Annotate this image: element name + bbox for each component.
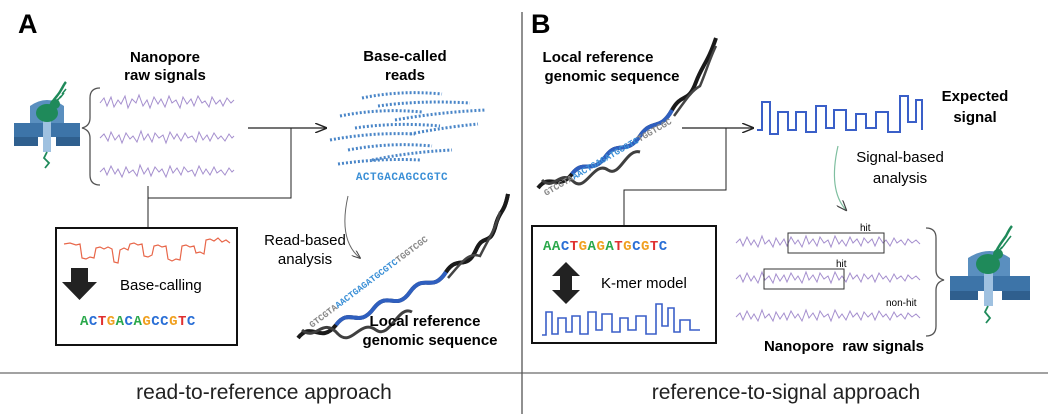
- ref-label-a-line1: Local reference: [370, 313, 481, 330]
- called-sequence-base: A: [116, 314, 125, 330]
- called-sequence-base: C: [125, 314, 134, 330]
- kmer-sequence-base: T: [650, 239, 659, 255]
- kmer-sequence-base: C: [632, 239, 641, 255]
- nonhit-label: non-hit: [886, 298, 917, 309]
- connector-to-basecalling: [147, 128, 292, 199]
- hit-label-1: hit: [860, 223, 871, 234]
- raw-signals-label-b: Nanopore raw signals: [764, 338, 924, 355]
- read-sequence: ACTGACAGCCGTC: [356, 172, 448, 184]
- ref-label-b-line2: genomic sequence: [544, 68, 679, 85]
- down-arrow-icon: [62, 268, 97, 300]
- ref-label-a-line2: genomic sequence: [362, 332, 497, 349]
- expected-label-line1: Expected: [942, 88, 1009, 105]
- called-sequence-base: T: [98, 314, 107, 330]
- called-sequence-base: C: [151, 314, 160, 330]
- raw-signal-b-trace-3: [735, 308, 921, 323]
- kmer-sequence-base: C: [659, 239, 668, 255]
- called-sequence-base: C: [89, 314, 98, 330]
- analysis-arrow-a: [344, 195, 360, 258]
- analysis-label-b-line2: analysis: [873, 170, 927, 187]
- called-sequence-base: G: [107, 314, 116, 330]
- kmer-sequence-base: T: [570, 239, 579, 255]
- caption-a: read-to-reference approach: [136, 381, 392, 404]
- called-sequence-base: A: [80, 314, 89, 330]
- raw-signal-b-trace-2: [735, 270, 921, 285]
- hit-box-1: [787, 232, 885, 254]
- called-sequence-base: A: [133, 314, 142, 330]
- signal-brace: [81, 87, 101, 186]
- called-sequence-base: C: [160, 314, 169, 330]
- raw-signal-trace-1: [99, 93, 235, 110]
- called-sequence-base: G: [142, 314, 151, 330]
- analysis-label-a-line1: Read-based: [264, 232, 346, 249]
- analysis-label-a-line2: analysis: [278, 251, 332, 268]
- expected-signal: [757, 95, 923, 135]
- analysis-arrow-b: [833, 145, 846, 210]
- kmer-expected-signal: [542, 303, 700, 336]
- double-arrow-icon: [552, 262, 580, 304]
- kmer-sequence: AACTGAGATGCGTC: [543, 239, 668, 255]
- kmer-sequence-base: A: [588, 239, 597, 255]
- hit-label-2: hit: [836, 259, 847, 270]
- raw-signal-trace-3: [99, 163, 235, 179]
- caption-b: reference-to-signal approach: [652, 381, 921, 404]
- kmer-sequence-base: G: [623, 239, 632, 255]
- reference-helix-b: [536, 37, 718, 190]
- raw-signals-label-line2: raw signals: [124, 67, 206, 84]
- kmer-sequence-base: C: [561, 239, 570, 255]
- kmer-sequence-base: G: [641, 239, 650, 255]
- kmer-sequence-base: A: [552, 239, 561, 255]
- nanopore-icon-b: [950, 225, 1030, 324]
- raw-signal-trace-2: [99, 129, 235, 145]
- kmer-sequence-base: G: [579, 239, 588, 255]
- basecalling-label: Base-calling: [120, 277, 202, 294]
- raw-signals-label-line1: Nanopore: [130, 49, 200, 66]
- nanopore-icon: [14, 81, 80, 169]
- ref-label-b-line1: Local reference: [543, 49, 654, 66]
- hit-box-2: [763, 268, 845, 290]
- analysis-label-b-line1: Signal-based: [856, 149, 944, 166]
- panel-b-letter: B: [531, 9, 551, 39]
- called-sequence: ACTGACAGCCGTC: [80, 314, 196, 330]
- panel-a-letter: A: [18, 9, 38, 39]
- kmer-sequence-base: A: [605, 239, 614, 255]
- basecalling-signal: [63, 237, 231, 264]
- reads-label-line2: reads: [385, 67, 425, 84]
- kmer-sequence-base: G: [596, 239, 605, 255]
- called-sequence-base: C: [187, 314, 196, 330]
- signal-brace-b: [925, 227, 945, 337]
- called-sequence-base: T: [178, 314, 187, 330]
- raw-signal-b-trace-1: [735, 234, 921, 249]
- kmer-sequence-base: T: [614, 239, 623, 255]
- reference-helix: [296, 193, 510, 340]
- expected-label-line2: signal: [953, 109, 996, 126]
- reads-label-line1: Base-called: [363, 48, 446, 65]
- base-called-reads: [329, 91, 487, 166]
- kmer-sequence-base: A: [543, 239, 552, 255]
- kmer-label: K-mer model: [601, 275, 687, 292]
- helix-sequence-b: GTCGTAAACTGAGATGCGTCTGGTCGC: [543, 117, 675, 199]
- called-sequence-base: G: [169, 314, 178, 330]
